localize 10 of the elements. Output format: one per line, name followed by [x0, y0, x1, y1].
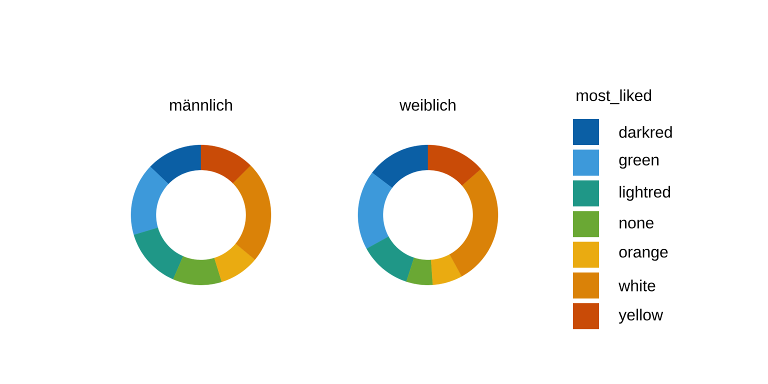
slice-label: männlich — [170, 99, 232, 111]
legend-label: yellow — [618, 308, 664, 324]
legend-title: most_liked — [576, 89, 652, 104]
legend-label: orange — [619, 248, 668, 261]
legend-label: lightred — [620, 186, 670, 201]
legend-label: green — [619, 156, 658, 169]
legend-label: darkred — [619, 126, 672, 138]
legend-label: white — [618, 280, 656, 292]
slice-label: weiblich — [400, 99, 456, 111]
legend-label: none — [620, 220, 654, 228]
